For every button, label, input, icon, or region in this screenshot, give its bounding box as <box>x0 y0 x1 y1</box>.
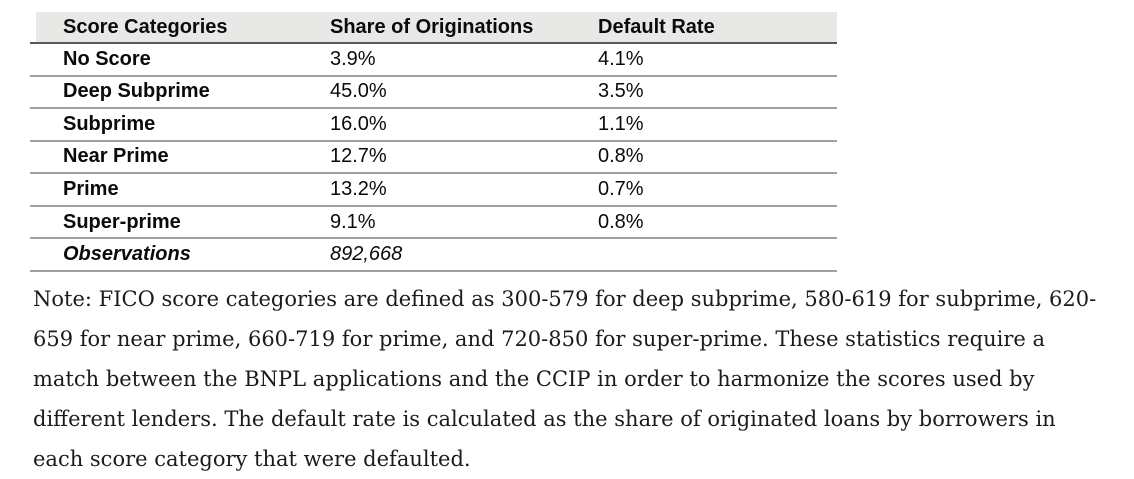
category-cell: Prime <box>63 178 119 201</box>
default-rate-cell: 4.1% <box>598 47 644 70</box>
table-row: No Score 3.9% 4.1% <box>30 44 837 77</box>
table-row: Deep Subprime 45.0% 3.5% <box>30 77 837 110</box>
default-rate-cell: 0.8% <box>598 210 644 233</box>
share-cell: 45.0% <box>330 80 387 103</box>
category-cell: No Score <box>63 47 151 70</box>
table-row: Near Prime 12.7% 0.8% <box>30 142 837 175</box>
column-header-share-of-originations: Share of Originations <box>330 15 534 38</box>
table-row: Subprime 16.0% 1.1% <box>30 109 837 142</box>
default-rate-cell: 1.1% <box>598 112 644 135</box>
table-row: Prime 13.2% 0.7% <box>30 174 837 207</box>
share-cell: 12.7% <box>330 145 387 168</box>
share-cell: 9.1% <box>330 210 376 233</box>
share-cell: 16.0% <box>330 112 387 135</box>
share-cell: 3.9% <box>330 47 376 70</box>
column-header-default-rate: Default Rate <box>598 15 715 38</box>
observations-value: 892,668 <box>330 243 403 266</box>
category-cell: Super-prime <box>63 210 181 233</box>
observations-label: Observations <box>63 243 191 266</box>
category-cell: Subprime <box>63 112 156 135</box>
column-header-score-categories: Score Categories <box>63 15 228 38</box>
share-cell: 13.2% <box>330 178 387 201</box>
table-note: Note: FICO score categories are defined … <box>33 287 1097 471</box>
observations-row: Observations 892,668 <box>30 239 837 272</box>
table-header-row: Score Categories Share of Originations D… <box>30 12 837 44</box>
default-rate-cell: 0.8% <box>598 145 644 168</box>
default-rate-cell: 3.5% <box>598 80 644 103</box>
summary-table: Score Categories Share of Originations D… <box>30 12 837 272</box>
category-cell: Deep Subprime <box>63 80 210 103</box>
default-rate-cell: 0.7% <box>598 178 644 201</box>
category-cell: Near Prime <box>63 145 169 168</box>
table-row: Super-prime 9.1% 0.8% <box>30 207 837 240</box>
